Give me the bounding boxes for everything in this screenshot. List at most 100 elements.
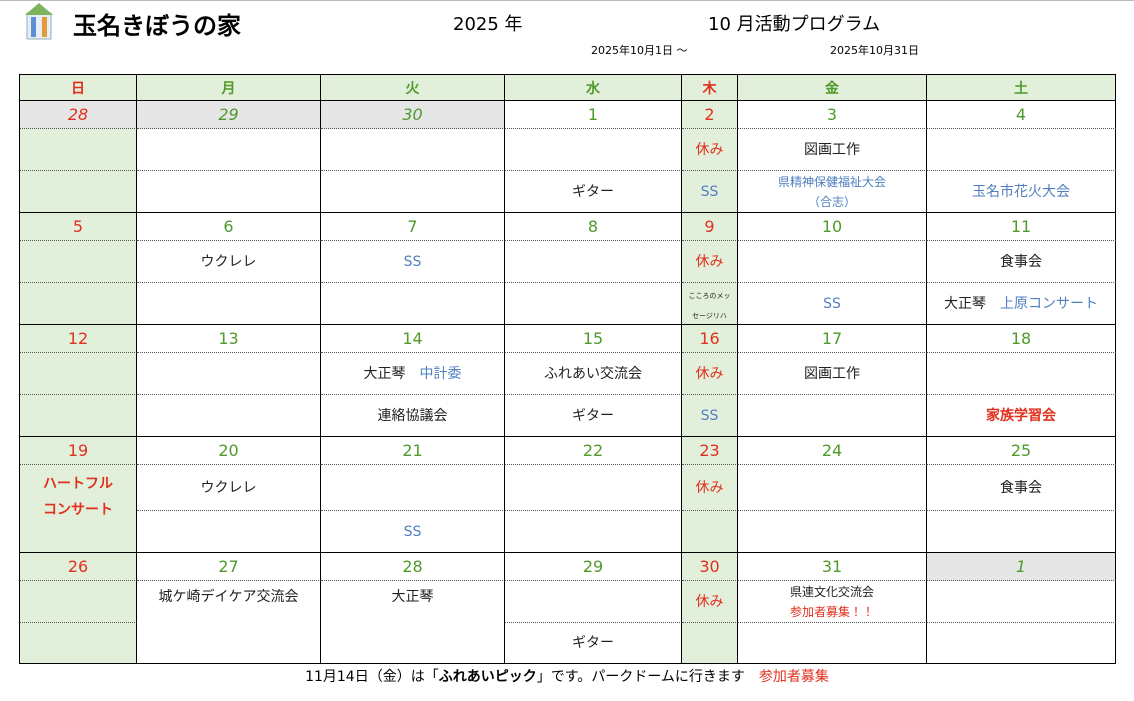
event-cell: ギター	[505, 171, 682, 213]
text: こころのメッ	[688, 291, 731, 300]
date-cell: 31	[738, 553, 927, 581]
date-cell: 3	[738, 101, 927, 129]
text: SS	[403, 523, 422, 540]
weekday-header: 月	[137, 75, 321, 101]
event-line: 大正琴	[392, 587, 434, 607]
event-cell: こころのメッ セージリハ	[682, 283, 738, 325]
calendar-table: 日月火水木金土 28 29 30 1 2 3 4 休み 図画工作 ギター SS 県精神保健福祉大会 （合志…	[19, 74, 1116, 664]
text: 大正琴	[944, 295, 986, 312]
event-cell	[137, 511, 321, 553]
event-cell: 図画工作	[738, 129, 927, 171]
text: ギター	[572, 635, 614, 651]
date-cell: 26	[20, 553, 137, 581]
event-cell	[20, 129, 137, 171]
event-cell	[20, 623, 137, 664]
text: 休み	[695, 365, 724, 382]
event-cell: SS	[321, 511, 505, 553]
event-cell: 県精神保健福祉大会 （合志）	[738, 171, 927, 213]
date-cell: 12	[20, 325, 137, 353]
date-cell: 18	[927, 325, 1116, 353]
event-line: SS	[823, 294, 841, 314]
text: セージリハ	[692, 311, 727, 320]
text: 大正琴	[391, 589, 434, 605]
text: 参加者募集	[758, 669, 829, 685]
date-cell: 21	[321, 437, 505, 465]
event-line: 県精神保健福祉大会	[778, 172, 886, 192]
event-line: ふれあい交流会	[544, 364, 642, 384]
text: 食事会	[1000, 253, 1042, 270]
event-cell: 玉名市花火大会	[927, 171, 1116, 213]
date-cell: 28	[321, 553, 505, 581]
text: 」です。パークドームに行きます	[536, 669, 745, 685]
event-cell	[927, 511, 1116, 553]
event-line: ギター	[572, 406, 614, 426]
event-cell	[505, 581, 682, 623]
event-line: SS	[701, 182, 719, 202]
event-line: SS	[404, 522, 422, 542]
event-line: 連絡協議会	[378, 406, 448, 426]
text: ふれあいピック	[438, 669, 537, 685]
event-cell: 休み	[682, 581, 738, 623]
event-cell	[738, 465, 927, 511]
event-cell: 城ケ崎デイケア交流会	[137, 581, 321, 664]
event-cell	[927, 353, 1116, 395]
title: 玉名きぼうの家	[73, 12, 241, 40]
event-cell	[20, 353, 137, 395]
event-line: 食事会	[1000, 252, 1042, 272]
event-line: 休み	[696, 364, 724, 384]
event-cell	[321, 283, 505, 325]
weekday-header: 金	[738, 75, 927, 101]
date-from: 2025年10月1日 ～	[591, 44, 688, 57]
date-cell: 9	[682, 213, 738, 241]
text: 11月14日（金）は「	[305, 669, 439, 685]
date-cell: 25	[927, 437, 1116, 465]
event-cell: SS	[682, 395, 738, 437]
event-line: ウクレレ	[201, 252, 257, 272]
text: 休み	[695, 253, 724, 270]
event-line: 休み	[696, 478, 724, 498]
event-cell: SS	[682, 171, 738, 213]
event-line: 食事会	[1000, 478, 1042, 498]
weekday-header: 火	[321, 75, 505, 101]
event-line: ギター	[572, 633, 614, 653]
date-cell: 14	[321, 325, 505, 353]
text: 図画工作	[804, 141, 860, 158]
text: 図画工作	[804, 365, 860, 382]
event-cell	[738, 623, 927, 664]
text: 休み	[695, 479, 724, 496]
event-cell: 大正琴 上原コンサート	[927, 283, 1116, 325]
event-cell: ハートフル コンサート	[20, 465, 137, 553]
event-line: 大正琴 中計委	[364, 364, 462, 384]
logo	[25, 3, 53, 40]
text: 参加者募集！！	[789, 604, 874, 619]
event-cell	[927, 623, 1116, 664]
event-cell	[20, 581, 137, 623]
date-cell: 1	[505, 101, 682, 129]
event-cell: 休み	[682, 129, 738, 171]
date-cell: 7	[321, 213, 505, 241]
date-cell: 5	[20, 213, 137, 241]
event-cell: SS	[321, 241, 505, 283]
event-line: 大正琴 上原コンサート	[944, 294, 1098, 314]
event-cell: 図画工作	[738, 353, 927, 395]
text: コンサート	[43, 502, 113, 518]
text: ウクレレ	[200, 253, 257, 270]
date-cell: 11	[927, 213, 1116, 241]
date-to: 2025年10月31日	[830, 44, 919, 57]
event-cell	[505, 511, 682, 553]
event-line: 城ケ崎デイケア交流会	[159, 587, 299, 607]
year: 2025 年	[453, 14, 523, 35]
text: ギター	[572, 407, 614, 424]
text: 上原コンサート	[1000, 295, 1098, 312]
weekday-header: 日	[20, 75, 137, 101]
text: ギター	[572, 183, 614, 200]
date-cell: 1	[927, 553, 1116, 581]
text: SS	[823, 295, 841, 312]
event-line: 図画工作	[804, 140, 860, 160]
event-cell: 大正琴 中計委	[321, 353, 505, 395]
date-cell: 22	[505, 437, 682, 465]
event-cell	[738, 241, 927, 283]
text: 食事会	[1000, 479, 1042, 496]
event-cell	[20, 395, 137, 437]
date-cell: 27	[137, 553, 321, 581]
